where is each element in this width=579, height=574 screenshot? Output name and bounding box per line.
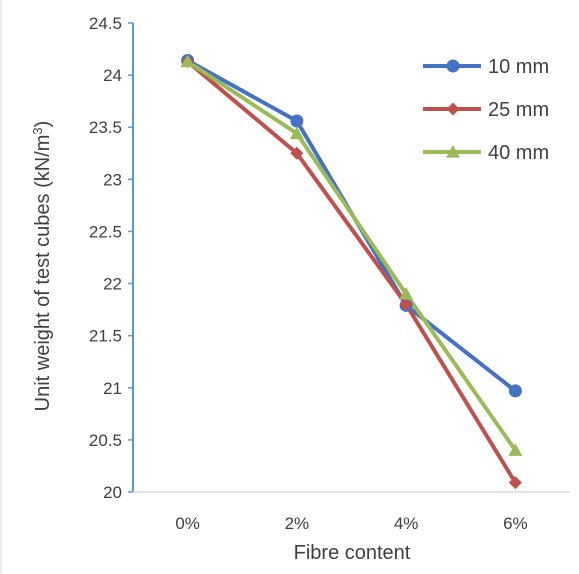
x-tick-label: 2% [285, 514, 310, 533]
y-tick-label: 23 [103, 170, 122, 189]
x-tick-label: 4% [394, 514, 419, 533]
plot-area: 20 20.5 21 21.5 22 22.5 23 23.5 24 24.5 0% 2% 4% 6% [89, 14, 570, 533]
legend-marker [446, 59, 460, 73]
series-line-40-mm [185, 59, 518, 453]
data-point-40-mm [508, 443, 523, 456]
data-point-40-mm [180, 54, 195, 68]
x-tick-label: 0% [175, 514, 200, 533]
data-point-10-mm [290, 114, 304, 128]
y-tick-label: 24.5 [89, 14, 122, 33]
y-tick-label: 22.5 [89, 222, 122, 241]
y-tick-label: 23.5 [89, 118, 122, 137]
legend-label: 10 mm [488, 56, 549, 78]
y-tick-label: 20.5 [89, 431, 122, 450]
series-line-25-mm [185, 59, 518, 485]
y-axis-title: Unit weight of test cubes (kN/m3) [30, 121, 54, 412]
legend-marker [446, 145, 460, 158]
data-point-10-mm [508, 384, 522, 398]
y-axis-title-superscript: 3 [30, 127, 45, 134]
data-point-25-mm [399, 297, 413, 311]
y-tick-label: 22 [103, 275, 122, 294]
legend: 10 mm 25 mm 40 mm [423, 56, 549, 164]
y-tick-label: 20 [103, 483, 122, 502]
legend-label: 40 mm [488, 142, 549, 164]
y-tick-label: 24 [103, 66, 122, 85]
legend-marker [446, 102, 460, 116]
legend-label: 25 mm [488, 99, 549, 121]
x-axis-title: Fibre content [294, 542, 411, 564]
data-point-40-mm [289, 126, 304, 140]
y-tick-label: 21.5 [89, 327, 122, 346]
y-tick-label: 21 [103, 379, 122, 398]
y-axis-title-end: ) [32, 121, 54, 128]
x-tick-label: 6% [503, 514, 528, 533]
data-point-40-mm [399, 286, 414, 300]
data-point-25-mm [290, 146, 304, 160]
y-axis-title-main: Unit weight of test cubes (kN/m [32, 135, 54, 412]
data-point-25-mm [508, 476, 522, 490]
